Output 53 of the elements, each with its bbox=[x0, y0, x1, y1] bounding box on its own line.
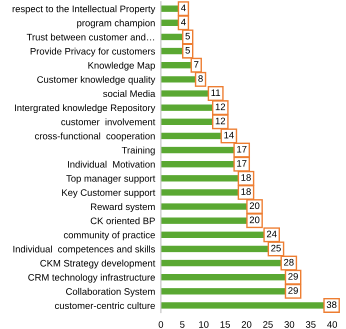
x-tick-label: 15 bbox=[220, 321, 230, 328]
y-tick-label: Customer knowledge quality bbox=[37, 76, 156, 85]
y-tick-label: social Media bbox=[103, 90, 156, 98]
data-label: 38 bbox=[326, 301, 336, 308]
x-tick-label: 0 bbox=[158, 321, 164, 328]
data-label: 17 bbox=[237, 146, 246, 152]
data-label: 4 bbox=[181, 18, 186, 26]
y-tick-label: program champion bbox=[77, 19, 155, 28]
y-tick-label: Provide Privacy for customers bbox=[30, 48, 155, 56]
x-tick-label: 5 bbox=[180, 321, 185, 328]
y-tick-label: Reward system bbox=[91, 203, 155, 212]
y-tick-label: Individual competences and skills bbox=[13, 246, 155, 254]
data-label: 28 bbox=[284, 258, 294, 266]
y-tick-label: Trust between customer and… bbox=[26, 34, 154, 40]
y-tick-label: respect to the Intellectual Property bbox=[12, 5, 156, 14]
x-tick-label: 10 bbox=[199, 321, 209, 328]
data-label: 18 bbox=[241, 174, 251, 181]
x-tick-label: 40 bbox=[327, 321, 338, 328]
data-label: 20 bbox=[250, 202, 260, 210]
y-tick-label: cross-functional cooperation bbox=[35, 132, 155, 142]
data-label: 5 bbox=[185, 47, 190, 54]
y-tick-label: CK oriented BP bbox=[90, 217, 155, 224]
y-tick-label: customer involvement bbox=[61, 118, 156, 126]
data-label: 8 bbox=[198, 75, 203, 82]
x-tick-label: 30 bbox=[284, 321, 294, 328]
data-label: 11 bbox=[211, 89, 220, 96]
data-label: 17 bbox=[237, 160, 246, 167]
x-tick-label: 25 bbox=[263, 321, 273, 328]
data-label: 25 bbox=[271, 244, 281, 252]
data-label: 4 bbox=[181, 4, 186, 12]
data-label: 5 bbox=[185, 32, 190, 40]
y-tick-label: CKM Strategy development bbox=[40, 260, 156, 268]
data-label: 7 bbox=[194, 61, 198, 68]
x-tick-label: 20 bbox=[242, 321, 252, 328]
y-tick-label: community of practice bbox=[64, 231, 155, 240]
data-label: 20 bbox=[250, 216, 260, 224]
data-label: 29 bbox=[288, 287, 298, 294]
x-tick-label: 35 bbox=[306, 321, 316, 328]
data-label: 14 bbox=[224, 132, 234, 138]
data-label: 12 bbox=[216, 103, 226, 110]
y-tick-label: Collaboration System bbox=[66, 288, 155, 297]
y-tick-label: Training bbox=[122, 146, 155, 156]
data-label: 12 bbox=[216, 118, 226, 124]
y-tick-label: Intergrated knowledge Repository bbox=[14, 104, 156, 114]
data-label: 29 bbox=[288, 273, 298, 280]
y-tick-label: Knowledge Map bbox=[88, 62, 155, 71]
y-tick-label: CRM technology infrastructure bbox=[28, 274, 155, 283]
y-tick-label: Individual Motivation bbox=[68, 160, 155, 168]
data-label: 24 bbox=[266, 230, 277, 238]
y-tick-label: Top manager support bbox=[66, 175, 156, 184]
data-label: 18 bbox=[241, 188, 251, 195]
y-tick-label: Key Customer support bbox=[62, 189, 156, 198]
y-tick-label: customer-centric culture bbox=[54, 302, 155, 309]
